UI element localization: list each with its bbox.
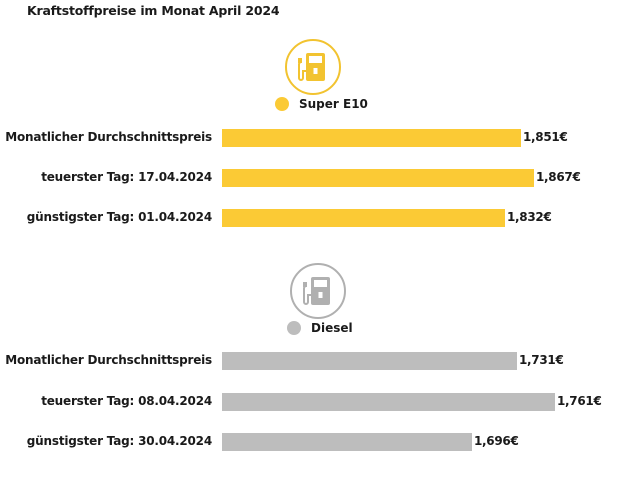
- bar-label: teuerster Tag: 17.04.2024: [41, 170, 212, 184]
- bar-value: 1,832€: [507, 210, 552, 224]
- bar-row: günstigster Tag: 01.04.2024 1,832€: [0, 209, 640, 227]
- bar-row: Monatlicher Durchschnittspreis 1,851€: [0, 129, 640, 147]
- bar-label: günstigster Tag: 01.04.2024: [26, 210, 212, 224]
- legend-dot-super: [275, 97, 289, 111]
- bar-super-min: [222, 209, 505, 227]
- bar-label: Monatlicher Durchschnittspreis: [5, 353, 212, 367]
- fuel-pump-icon: [285, 39, 341, 95]
- bar-row: Monatlicher Durchschnittspreis 1,731€: [0, 352, 640, 370]
- legend-diesel: Diesel: [287, 321, 353, 335]
- bar-row: teuerster Tag: 17.04.2024 1,867€: [0, 169, 640, 187]
- bar-diesel-avg: [222, 352, 517, 370]
- bar-value: 1,867€: [536, 170, 581, 184]
- bar-label: teuerster Tag: 08.04.2024: [41, 394, 212, 408]
- bar-value: 1,696€: [474, 434, 519, 448]
- legend-label-super: Super E10: [299, 97, 368, 111]
- bar-label: Monatlicher Durchschnittspreis: [5, 130, 212, 144]
- bar-row: teuerster Tag: 08.04.2024 1,761€: [0, 393, 640, 411]
- bar-diesel-max: [222, 393, 555, 411]
- bar-label: günstigster Tag: 30.04.2024: [26, 434, 212, 448]
- bar-value: 1,731€: [519, 353, 564, 367]
- bar-value: 1,761€: [557, 394, 602, 408]
- legend-dot-diesel: [287, 321, 301, 335]
- legend-label-diesel: Diesel: [311, 321, 353, 335]
- legend-super: Super E10: [275, 97, 368, 111]
- bar-value: 1,851€: [523, 130, 568, 144]
- bar-super-avg: [222, 129, 521, 147]
- chart-title: Kraftstoffpreise im Monat April 2024: [27, 3, 280, 18]
- fuel-pump-icon: [290, 263, 346, 319]
- bar-super-max: [222, 169, 534, 187]
- bar-diesel-min: [222, 433, 472, 451]
- bar-row: günstigster Tag: 30.04.2024 1,696€: [0, 433, 640, 451]
